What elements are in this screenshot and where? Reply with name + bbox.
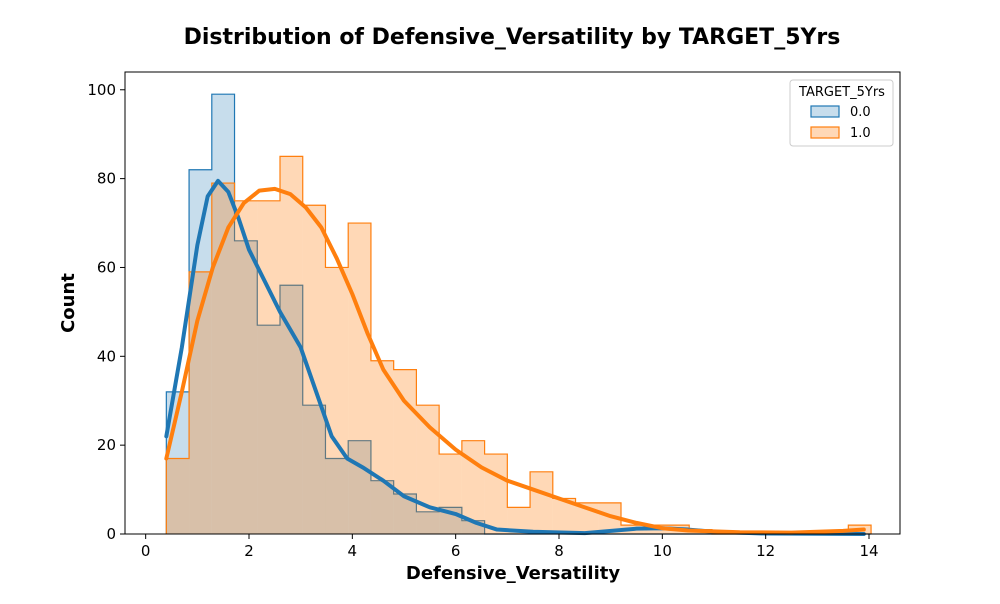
legend-swatch-1 — [810, 126, 840, 139]
axes-frame — [124, 71, 901, 535]
bar-series-0-bin-3 — [234, 240, 258, 535]
bar-series-1-bin-7 — [325, 267, 349, 534]
x-axis-label: Defensive_Versatility — [406, 563, 620, 584]
bar-series-1-bin-11 — [416, 405, 440, 534]
axes: 0 2 4 6 8 10 12 14 0 20 40 60 80 100 — [87, 71, 901, 560]
bar-series-0-bin-4 — [257, 325, 280, 534]
x-tick-label-2: 4 — [348, 542, 358, 560]
bar-series-0-bin-2 — [211, 94, 235, 534]
legend-title: TARGET_5Yrs — [798, 85, 885, 100]
bar-series-0-bin-9 — [370, 480, 394, 534]
bar-series-1-bin-10 — [393, 369, 417, 534]
chart-title: Distribution of Defensive_Versatility by… — [184, 25, 841, 50]
bar-series-1-bin-16 — [530, 471, 553, 534]
bar-series-1-bin-6 — [302, 205, 326, 534]
x-tick-label-3: 6 — [451, 542, 461, 560]
bar-series-0-bin-7 — [325, 458, 349, 534]
legend: TARGET_5Yrs 0.0 1.0 — [789, 79, 894, 147]
y-axis-label: Count — [58, 273, 79, 333]
bar-series-1-bin-0 — [166, 458, 190, 534]
legend-swatch-0 — [810, 105, 840, 118]
x-tick-label-0: 0 — [141, 542, 151, 560]
y-tick-label-2: 40 — [97, 347, 116, 365]
bar-series-1-bin-3 — [234, 200, 258, 535]
bar-series-1-bin-12 — [439, 454, 462, 534]
bar-series-1-bin-8 — [348, 223, 371, 535]
legend-label-0: 0.0 — [850, 105, 871, 120]
kde-line-series-1 — [164, 186, 866, 535]
bar-series-0-bin-10 — [393, 494, 417, 534]
y-tick-label-4: 80 — [97, 170, 116, 188]
bar-series-1-bin-19 — [598, 502, 621, 534]
bar-series-1-bin-4 — [257, 200, 280, 535]
x-tick-label-4: 8 — [554, 542, 564, 560]
bar-series-0-bin-11 — [416, 511, 440, 534]
bar-series-1-bin-5 — [280, 156, 303, 534]
bar-series-1-bin-14 — [484, 454, 508, 534]
bar-series-1-bin-9 — [370, 360, 394, 534]
x-tick-label-7: 14 — [859, 542, 878, 560]
bar-series-0-bin-5 — [280, 285, 303, 534]
bar-series-1-bin-15 — [507, 507, 531, 534]
x-tick-label-6: 12 — [756, 542, 775, 560]
y-tick-label-1: 20 — [97, 436, 116, 454]
y-tick-label-0: 0 — [106, 525, 116, 543]
y-tick-label-3: 60 — [97, 258, 116, 276]
bar-series-1-bin-2 — [211, 183, 235, 535]
x-tick-label-1: 2 — [244, 542, 254, 560]
legend-frame — [789, 79, 894, 147]
bar-series-1-bin-17 — [552, 498, 576, 534]
y-tick-label-5: 100 — [87, 81, 116, 99]
x-tick-label-5: 10 — [653, 542, 672, 560]
legend-label-1: 1.0 — [850, 126, 871, 141]
series-1-bars — [165, 155, 872, 535]
plot-area — [164, 93, 872, 536]
bar-series-0-bin-6 — [302, 405, 326, 534]
